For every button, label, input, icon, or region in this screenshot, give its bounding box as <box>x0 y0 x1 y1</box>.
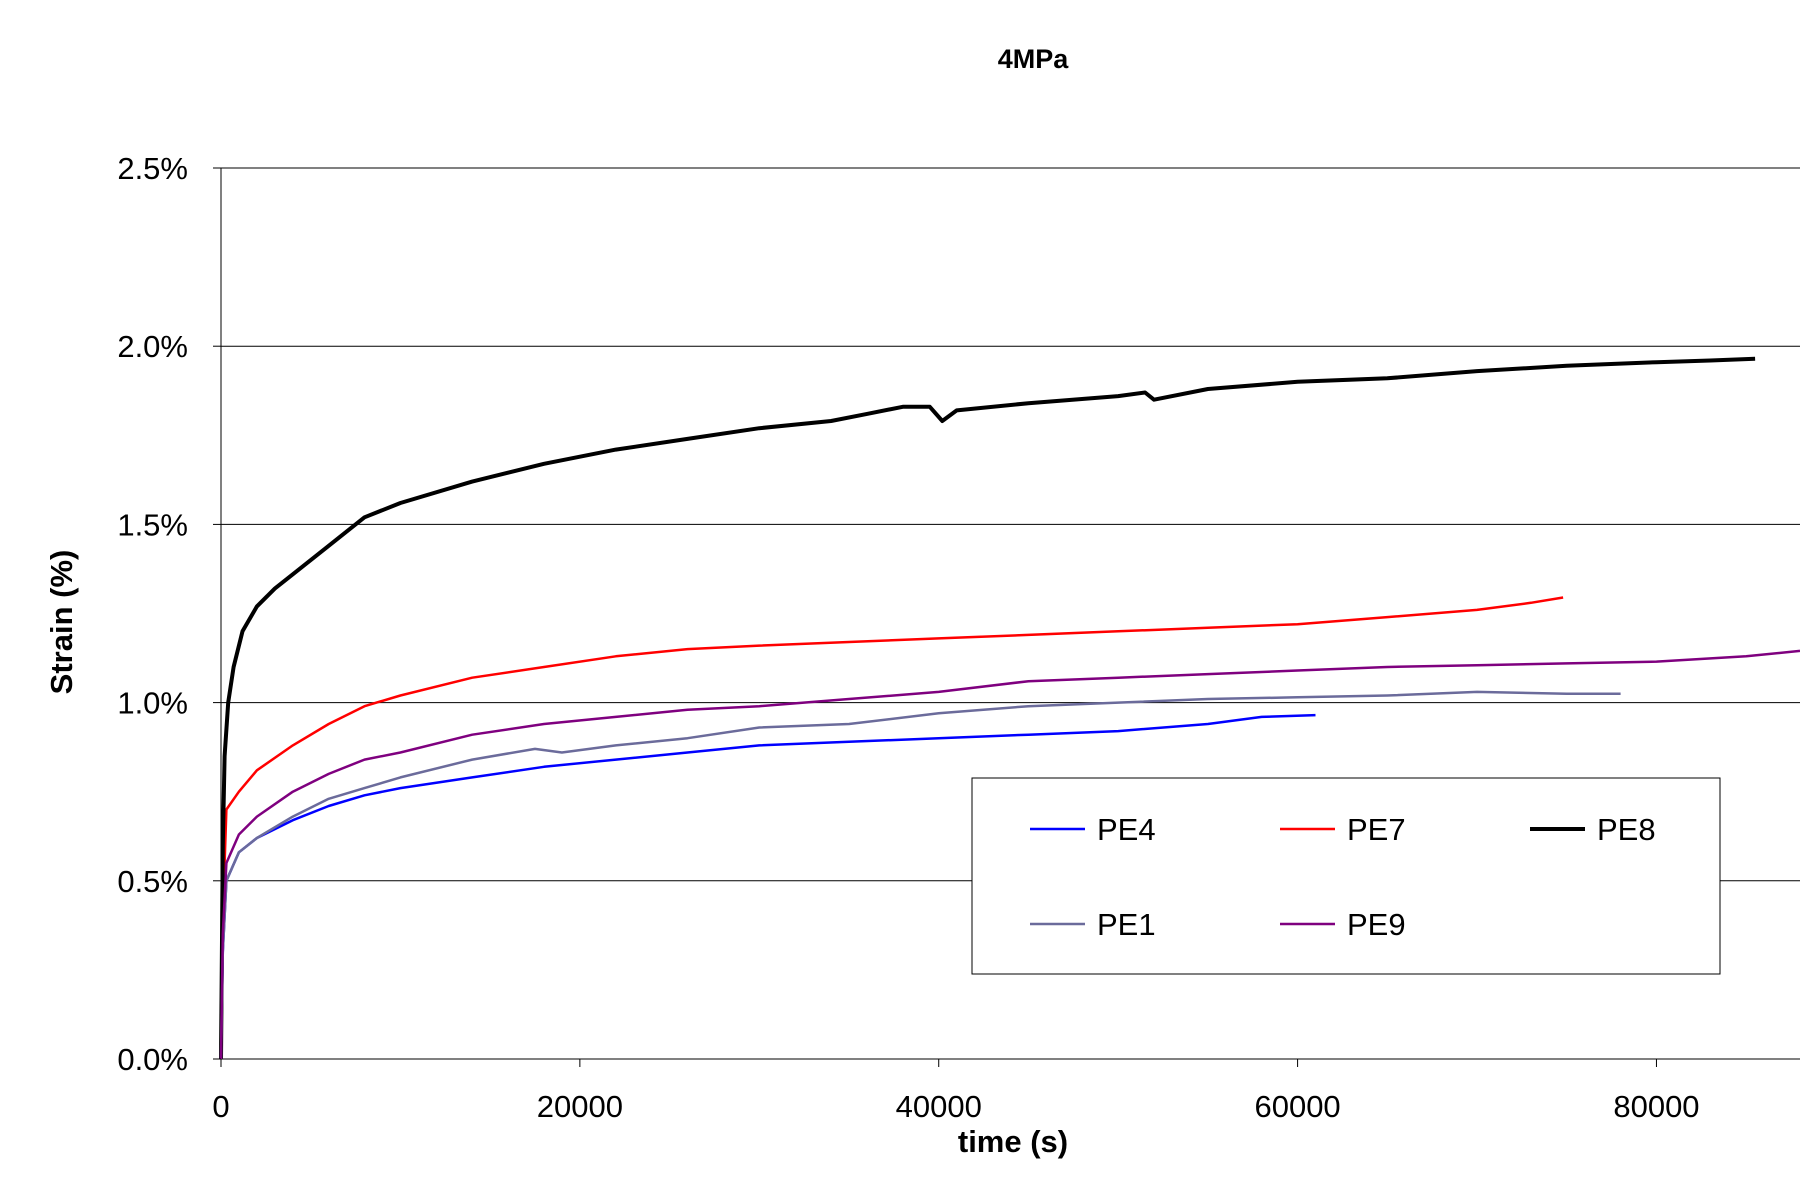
y-tick-label: 2.0% <box>117 329 188 364</box>
series-line-pe1 <box>219 690 1621 1060</box>
y-tick-label: 2.5% <box>117 151 188 186</box>
x-axis-title: time (s) <box>958 1124 1068 1159</box>
series-line-pe8 <box>219 356 1756 1060</box>
y-tick-label: 0.0% <box>117 1042 188 1077</box>
x-tick-label: 80000 <box>1613 1089 1699 1124</box>
y-tick-label: 1.5% <box>117 507 188 542</box>
legend-label-pe9: PE9 <box>1347 907 1406 942</box>
y-axis-ticks: 0.0% 0.5% 1.0% 1.5% 2.0% 2.5% <box>117 151 221 1077</box>
series-line-pe9 <box>219 649 1800 1060</box>
legend-label-pe8: PE8 <box>1597 812 1656 847</box>
x-axis-ticks: 0 20000 40000 60000 80000 <box>212 1059 1700 1124</box>
series-line-pe7 <box>219 596 1564 1060</box>
x-tick-label: 0 <box>212 1089 229 1124</box>
x-tick-label: 60000 <box>1254 1089 1340 1124</box>
y-tick-label: 0.5% <box>117 864 188 899</box>
chart-title: 4MPa <box>998 44 1070 74</box>
x-tick-label: 20000 <box>537 1089 623 1124</box>
y-axis-title: Strain (%) <box>44 550 79 695</box>
legend-label-pe7: PE7 <box>1347 812 1406 847</box>
series-layer <box>219 356 1800 1060</box>
legend-label-pe1: PE1 <box>1097 907 1156 942</box>
legend-label-pe4: PE4 <box>1097 812 1156 847</box>
legend: PE4 PE7 PE8 PE1 PE9 <box>971 777 1721 975</box>
x-tick-label: 40000 <box>896 1089 982 1124</box>
y-tick-label: 1.0% <box>117 686 188 721</box>
gridlines <box>221 167 1800 882</box>
legend-box <box>971 777 1721 975</box>
